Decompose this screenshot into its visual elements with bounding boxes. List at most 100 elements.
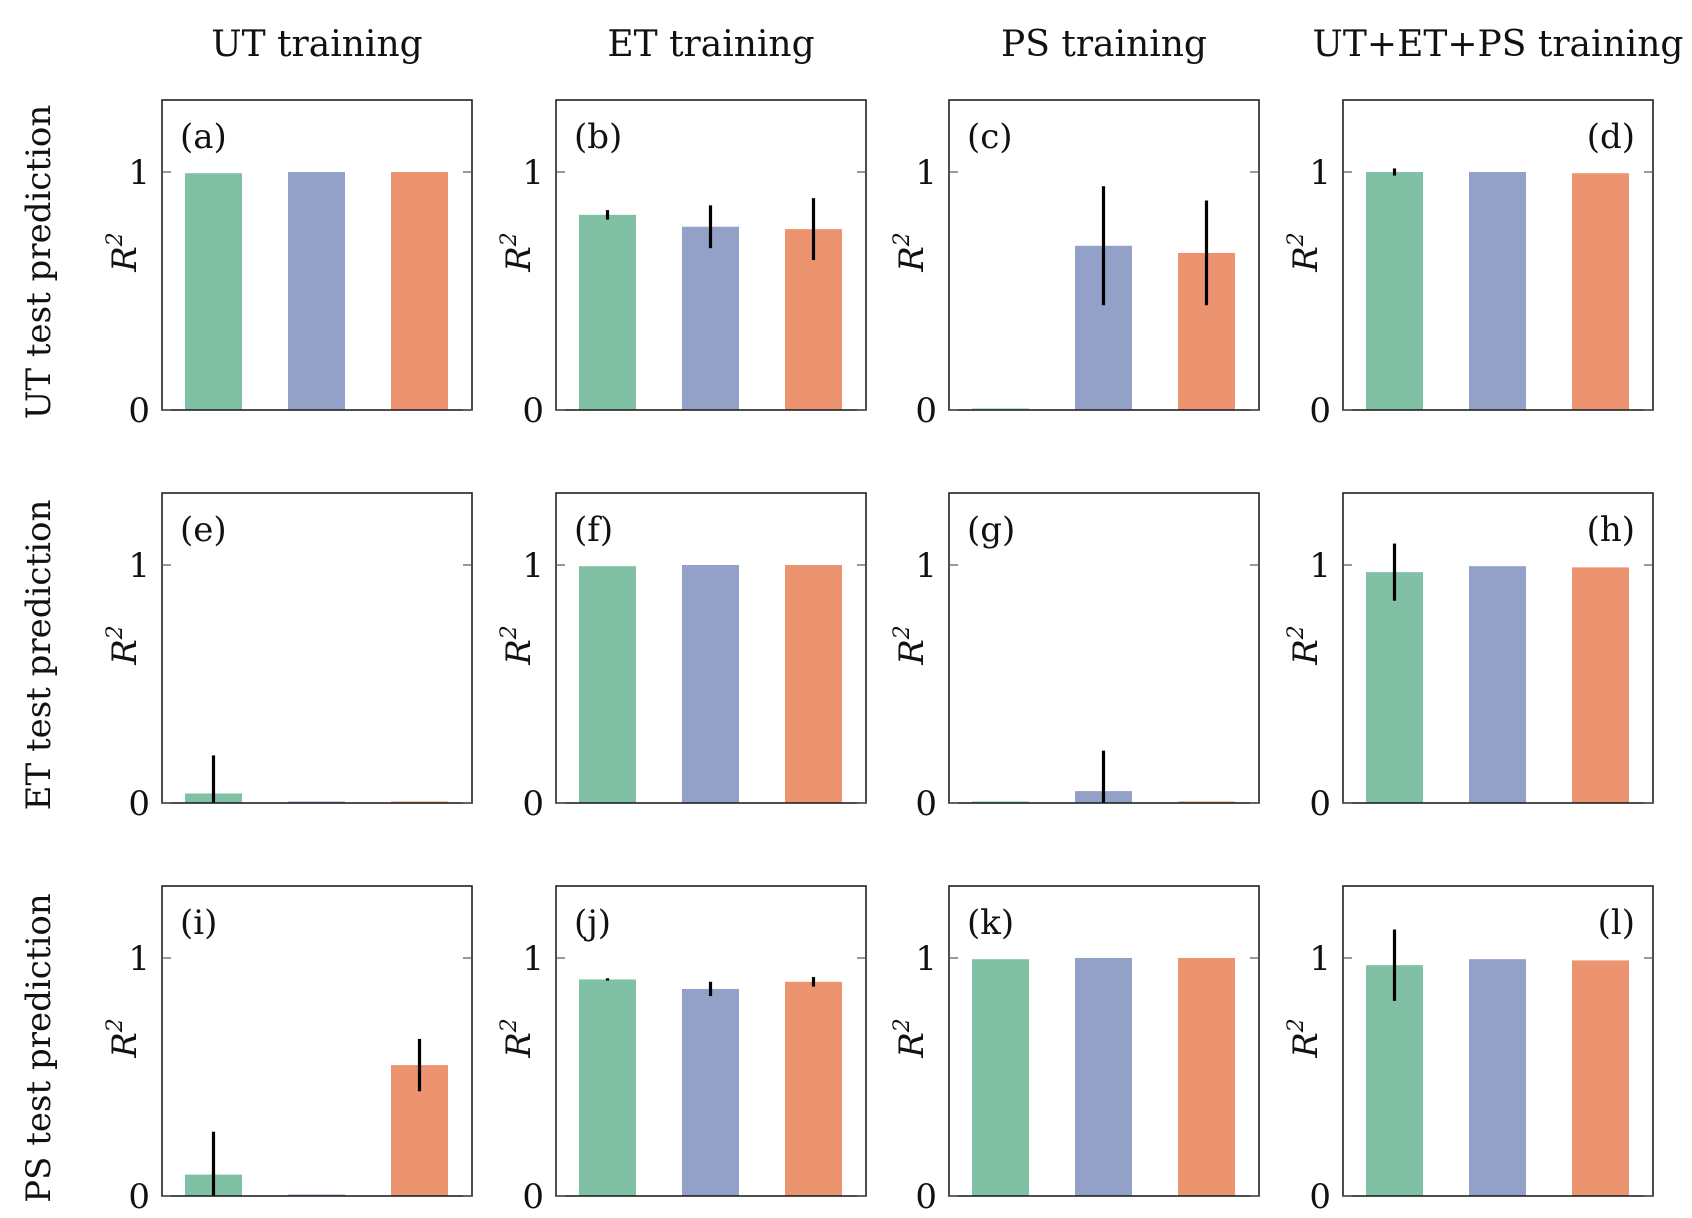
bar-3 (1572, 173, 1629, 410)
panel-i: 0 1 R2 (i) (103, 885, 473, 1217)
bar-1 (579, 566, 636, 803)
ytick-label: 0 (522, 391, 544, 431)
bar-1 (972, 959, 1029, 1196)
bar-3 (1572, 960, 1629, 1196)
panel-d: 0 1 R2 (d) (1284, 99, 1654, 431)
column-title-1: UT training (211, 24, 422, 65)
y-axis-label: R2 (1284, 232, 1326, 273)
panel-k: 0 1 R2 (k) (890, 885, 1260, 1217)
bar-3 (1178, 958, 1235, 1196)
bar-3 (785, 981, 842, 1196)
bar-1 (185, 173, 242, 410)
y-axis-label: R2 (1284, 625, 1326, 666)
panel-label: (i) (180, 903, 217, 943)
bar-2 (1469, 566, 1526, 803)
bar-1 (579, 979, 636, 1196)
ytick-label: 0 (1309, 391, 1331, 431)
ytick-label: 1 (915, 939, 937, 979)
panel-frame (161, 492, 473, 804)
panel-label: (k) (967, 903, 1014, 943)
y-axis-label: R2 (1284, 1018, 1326, 1059)
panel-j: 0 1 R2 (j) (497, 885, 867, 1217)
panel-label: (g) (967, 510, 1015, 550)
y-axis-label: R2 (497, 232, 539, 273)
panel-frame (948, 492, 1260, 804)
column-titles: UT training ET training PS training UT+ET+P… (211, 24, 1683, 65)
bar-2 (682, 226, 739, 410)
panel-label: (a) (180, 117, 227, 157)
bar-2 (288, 172, 345, 410)
ytick-label: 1 (128, 546, 150, 586)
panel-a: 0 1 R2 (a) (103, 99, 473, 431)
ytick-label: 0 (128, 1177, 150, 1217)
panel-frame (161, 99, 473, 411)
ytick-label: 1 (522, 546, 544, 586)
y-axis-label: R2 (497, 1018, 539, 1059)
panel-frame (1342, 885, 1654, 1197)
panel-e: 0 1 R2 (e) (103, 492, 473, 824)
panel-label: (d) (1587, 117, 1635, 157)
panel-frame (555, 885, 867, 1197)
ytick-label: 0 (522, 1177, 544, 1217)
ytick-label: 0 (1309, 784, 1331, 824)
panel-frame (1342, 99, 1654, 411)
bar-1 (579, 214, 636, 410)
y-axis-label: R2 (890, 232, 932, 273)
y-axis-label: R2 (103, 1018, 145, 1059)
panel-frame (555, 492, 867, 804)
ytick-label: 0 (128, 784, 150, 824)
panel-frame (555, 99, 867, 411)
panel-label: (f) (574, 510, 613, 550)
y-axis-label: R2 (103, 625, 145, 666)
panel-label: (j) (574, 903, 611, 943)
ytick-label: 0 (1309, 1177, 1331, 1217)
bar-3 (785, 565, 842, 803)
row-title-1: UT test prediction (19, 105, 59, 420)
bar-3 (1572, 567, 1629, 803)
y-axis-label: R2 (890, 625, 932, 666)
ytick-label: 0 (915, 784, 937, 824)
ytick-label: 1 (522, 939, 544, 979)
panel-frame (948, 885, 1260, 1197)
column-title-3: PS training (1001, 24, 1207, 65)
panel-g: 0 1 R2 (g) (890, 492, 1260, 824)
y-axis-label: R2 (103, 232, 145, 273)
panel-label: (b) (574, 117, 622, 157)
bar-1 (1366, 172, 1423, 410)
panel-h: 0 1 R2 (h) (1284, 492, 1654, 824)
row-titles: UT test prediction ET test prediction PS t… (19, 105, 59, 1203)
ytick-label: 1 (128, 153, 150, 193)
ytick-label: 1 (915, 153, 937, 193)
ytick-label: 1 (1309, 546, 1331, 586)
bar-2 (682, 565, 739, 803)
ytick-label: 1 (522, 153, 544, 193)
panels: 0 1 R2 (a) 0 1 R2 (b) 0 1 R2 (c) 0 1 R2 (d) 0 1 R2 (e) 0 1 R2 (… (103, 99, 1654, 1217)
y-axis-label: R2 (890, 1018, 932, 1059)
panel-label: (c) (967, 117, 1013, 157)
bar-2 (1469, 959, 1526, 1196)
panel-frame (948, 99, 1260, 411)
bar-1 (1366, 965, 1423, 1196)
bar-1 (1366, 572, 1423, 803)
ytick-label: 0 (128, 391, 150, 431)
panel-frame (161, 885, 473, 1197)
column-title-4: UT+ET+PS training (1313, 24, 1684, 65)
panel-l: 0 1 R2 (l) (1284, 885, 1654, 1217)
panel-label: (l) (1598, 903, 1635, 943)
y-axis-label: R2 (497, 625, 539, 666)
panel-label: (e) (180, 510, 227, 550)
ytick-label: 1 (1309, 153, 1331, 193)
panel-b: 0 1 R2 (b) (497, 99, 867, 431)
bar-3 (391, 172, 448, 410)
row-title-2: ET test prediction (19, 500, 59, 811)
column-title-2: ET training (607, 24, 814, 65)
panel-label: (h) (1587, 510, 1635, 550)
ytick-label: 1 (1309, 939, 1331, 979)
panel-frame (1342, 492, 1654, 804)
bar-2 (1075, 958, 1132, 1196)
ytick-label: 0 (915, 1177, 937, 1217)
panel-f: 0 1 R2 (f) (497, 492, 867, 824)
bar-2 (682, 988, 739, 1196)
bar-2 (1469, 172, 1526, 410)
